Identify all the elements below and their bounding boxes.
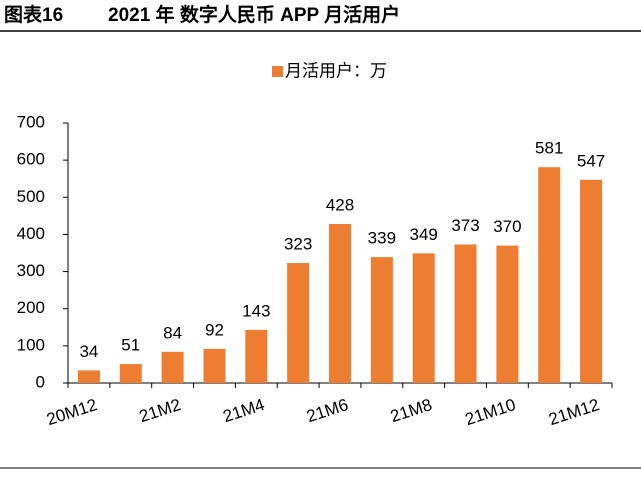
data-label: 370 [493, 217, 521, 236]
bar [245, 329, 268, 383]
bar [203, 348, 226, 383]
chart-title: 2021 年 数字人民币 APP 月活用户 [108, 3, 400, 26]
bar [496, 245, 519, 383]
legend-swatch [272, 66, 283, 77]
y-tick-label: 200 [17, 298, 45, 317]
y-tick-label: 500 [17, 187, 45, 206]
y-tick-label: 100 [17, 335, 45, 354]
bar [119, 364, 142, 383]
x-tick-label: 21M4 [221, 395, 267, 426]
data-label: 51 [121, 336, 140, 355]
x-tick-label: 21M6 [304, 395, 350, 426]
data-label: 84 [163, 323, 182, 342]
data-label: 349 [410, 225, 438, 244]
bar [580, 179, 603, 383]
data-label: 323 [284, 235, 312, 254]
bar [538, 167, 561, 383]
y-tick-label: 0 [36, 372, 45, 391]
data-label: 547 [577, 151, 605, 170]
data-label: 143 [242, 301, 270, 320]
data-label: 373 [451, 216, 479, 235]
bar [161, 351, 184, 383]
data-label: 92 [205, 320, 224, 339]
figure-label: 图表16 [4, 3, 63, 26]
y-tick-label: 700 [17, 112, 45, 131]
x-tick-label: 21M2 [137, 395, 183, 426]
bar [412, 253, 435, 383]
y-tick-label: 400 [17, 224, 45, 243]
legend-label: 月活用户：万 [285, 61, 387, 80]
data-label: 339 [368, 229, 396, 248]
x-tick-label: 21M8 [388, 395, 434, 426]
x-tick-label: 21M12 [546, 395, 601, 429]
bar [454, 244, 477, 383]
data-label: 581 [535, 139, 563, 158]
y-tick-label: 600 [17, 150, 45, 169]
x-tick-label: 21M10 [463, 395, 518, 429]
bar [370, 257, 393, 383]
y-tick-label: 300 [17, 261, 45, 280]
data-label: 34 [79, 342, 98, 361]
bar [287, 263, 310, 383]
x-tick-label: 20M12 [44, 395, 99, 429]
bar [329, 224, 351, 383]
data-label: 428 [326, 196, 354, 215]
bar [77, 370, 100, 383]
